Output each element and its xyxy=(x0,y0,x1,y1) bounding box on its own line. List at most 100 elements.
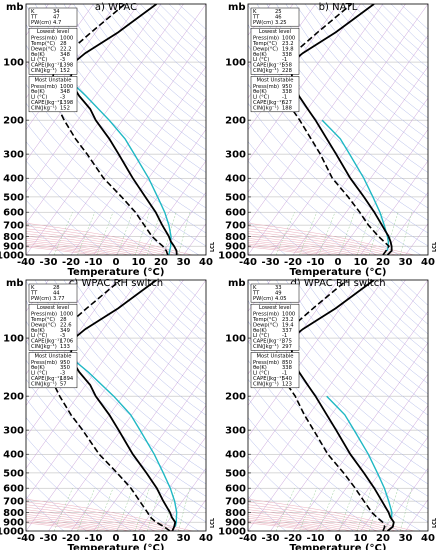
isotherm-line xyxy=(405,499,428,531)
param-value: 19.8 xyxy=(282,46,294,52)
param-name: CIN(Jkg⁻¹) xyxy=(253,381,279,387)
dry-adiabat xyxy=(26,199,87,255)
param-value: 23.2 xyxy=(282,41,294,47)
dry-adiabat xyxy=(34,280,206,461)
dry-adiabat xyxy=(26,340,206,510)
dry-adiabat xyxy=(159,4,206,49)
param-value: 350 xyxy=(60,365,70,371)
temperature-tick-label: 40 xyxy=(421,257,435,268)
param-name: θe(K) xyxy=(31,89,45,95)
dry-adiabat xyxy=(168,280,206,316)
dry-adiabat xyxy=(26,359,206,523)
pressure-tick-label: 200 xyxy=(3,392,24,403)
param-value: 123 xyxy=(282,381,292,387)
mixing-ratio-line xyxy=(299,488,318,531)
index-value: 49 xyxy=(275,290,282,296)
mixing-ratio-line xyxy=(178,488,191,531)
moist-adiabat xyxy=(248,506,388,531)
moist-adiabat xyxy=(26,518,121,531)
temperature-tick-label: -20 xyxy=(62,257,80,268)
most-unstable-box xyxy=(28,352,78,389)
pressure-tick-label: 1000 xyxy=(0,527,24,538)
param-value: -3 xyxy=(60,333,65,339)
moist-adiabat xyxy=(26,238,139,255)
param-value: -3 xyxy=(60,371,65,377)
param-value: 22.6 xyxy=(60,322,72,328)
plot-frame xyxy=(25,279,207,532)
y-axis-label: mb xyxy=(6,278,24,289)
background-lines xyxy=(248,280,428,531)
dry-adiabat xyxy=(248,83,428,247)
isotherm-line xyxy=(248,4,361,162)
pressure-tick-label: 100 xyxy=(3,58,24,69)
index-name: TT xyxy=(30,290,38,296)
pressure-tick-label: 800 xyxy=(225,508,246,519)
skewt-panel-3: c) WPAC RH switchmb100200300400500600700… xyxy=(0,278,216,550)
param-name: θe(K) xyxy=(31,328,45,334)
dry-adiabat xyxy=(26,219,65,255)
most-unstable-box xyxy=(250,352,300,389)
param-value: 133 xyxy=(60,344,70,350)
temperature-tick-label: -40 xyxy=(239,533,257,544)
mixing-ratio-line xyxy=(356,488,372,531)
param-value: 348 xyxy=(60,89,70,95)
indices-box xyxy=(250,7,300,27)
param-value: 19.4 xyxy=(282,322,294,328)
pressure-tick-label: 600 xyxy=(225,208,246,219)
temperature-tick-label: 10 xyxy=(132,257,146,268)
isotherm-line xyxy=(292,342,428,531)
pressure-tick-label: 200 xyxy=(225,392,246,403)
moist-adiabat xyxy=(26,509,157,531)
dry-adiabat xyxy=(63,4,206,151)
dry-adiabat xyxy=(333,4,428,98)
param-name: CAPE(Jkg⁻¹) xyxy=(253,339,283,345)
moist-adiabat xyxy=(26,242,121,255)
dry-adiabat xyxy=(26,456,110,531)
param-value: 28 xyxy=(60,41,67,47)
most-unstable-header: Most Unstable xyxy=(35,77,72,83)
isotherm-line xyxy=(26,4,206,255)
param-name: LI (°C) xyxy=(31,333,47,339)
x-axis-label: Temperature (°C) xyxy=(290,267,387,278)
param-value: 1000 xyxy=(60,312,73,318)
lowest-level-box xyxy=(250,303,300,351)
moist-adiabat xyxy=(26,235,148,255)
lcl-label: LCL xyxy=(210,517,216,528)
dry-adiabat xyxy=(248,378,422,531)
temperature-tick-label: 20 xyxy=(376,533,390,544)
temperature-tick-label: -40 xyxy=(239,257,257,268)
param-name: CIN(Jkg⁻¹) xyxy=(31,105,57,111)
moist-adiabat xyxy=(248,514,361,531)
dry-adiabat xyxy=(266,4,428,173)
temperature-tick-label: 0 xyxy=(335,257,342,268)
mixing-ratio-line xyxy=(134,212,150,255)
dry-adiabat xyxy=(295,4,428,140)
moist-adiabat xyxy=(26,501,184,531)
dry-adiabat xyxy=(248,23,428,209)
pressure-tick-label: 500 xyxy=(225,468,246,479)
param-value: 22.2 xyxy=(60,46,72,52)
dry-adiabat xyxy=(54,4,206,162)
param-value: 950 xyxy=(60,360,70,366)
index-value: 47 xyxy=(53,14,60,20)
dry-adiabat xyxy=(285,4,428,151)
index-value: 34 xyxy=(53,9,60,15)
mixing-ratio-line xyxy=(178,212,191,255)
param-name: CAPE(Jkg⁻¹) xyxy=(253,100,283,106)
moist-adiabat xyxy=(248,242,343,255)
param-value: -1 xyxy=(282,95,287,101)
isotherm-line xyxy=(248,4,339,130)
param-name: θe(K) xyxy=(253,328,267,334)
param-value: 1398 xyxy=(60,63,73,69)
param-value: 23.2 xyxy=(282,317,294,323)
index-value: 3.25 xyxy=(275,20,287,26)
pressure-tick-label: 1000 xyxy=(218,527,246,538)
index-value: 4.7 xyxy=(53,20,61,26)
moist-adiabat xyxy=(26,504,175,531)
index-value: 25 xyxy=(275,9,282,15)
pressure-tick-label: 1000 xyxy=(218,251,246,262)
isotherm-line xyxy=(138,160,206,255)
param-name: Temp(°C) xyxy=(252,41,277,47)
param-name: CAPE(Jkg⁻¹) xyxy=(253,63,283,69)
panel-title: a) WPAC xyxy=(95,2,137,13)
